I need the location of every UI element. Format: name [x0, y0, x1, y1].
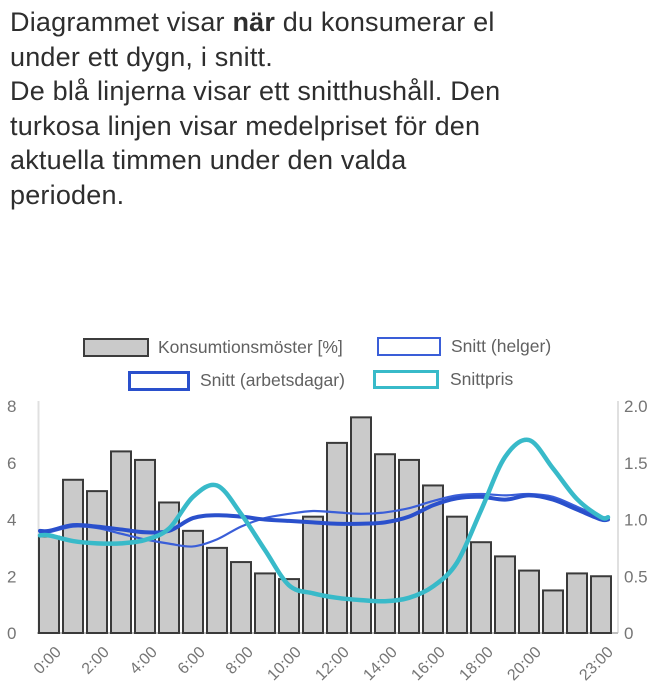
weekday-average-line [38, 493, 610, 535]
consumption-bar-12[interactable] [326, 441, 348, 635]
intro-line-4: turkosa linjen visar medelpriset för den [10, 110, 481, 141]
consumption-bar-4[interactable] [134, 458, 156, 634]
right-axis-tick-1.5: 1.5 [624, 454, 648, 473]
consumption-bar-5[interactable] [158, 501, 180, 634]
x-axis-tick-4:00: 4:00 [127, 644, 161, 678]
consumption-bar-9[interactable] [254, 572, 276, 635]
legend-label-weekend[interactable]: Snitt (helger) [451, 336, 552, 356]
x-axis-tick-12:00: 12:00 [312, 644, 352, 684]
right-axis-tick-0: 0 [624, 624, 633, 643]
consumption-bar-6[interactable] [182, 529, 204, 635]
legend-swatch-weekend[interactable] [377, 337, 441, 356]
legend-swatch-consumption[interactable] [83, 338, 149, 357]
consumption-bar-10[interactable] [278, 578, 300, 634]
chart-canvas: 8 6 4 2 0 2.0 1.5 1.0 0.5 0 0:00 2:00 4:00 6:00 8:00 10… [7, 397, 648, 684]
x-axis-tick-16:00: 16:00 [408, 644, 448, 684]
consumption-bar-20[interactable] [518, 569, 540, 634]
x-axis-tick-0:00: 0:00 [31, 644, 65, 678]
left-axis-tick-0: 0 [7, 624, 16, 643]
consumption-bar-19[interactable] [494, 555, 516, 634]
legend-label-consumption[interactable]: Konsumtionsmöster [%] [158, 337, 343, 357]
left-axis-tick-6: 6 [7, 454, 16, 473]
intro-line-1-bold: när [232, 7, 276, 37]
intro-line-5: aktuella timmen under den valda [10, 145, 407, 175]
consumption-bar-14[interactable] [374, 453, 396, 634]
consumption-price-chart[interactable]: 8 6 4 2 0 2.0 1.5 1.0 0.5 0 0:00 2:00 4:00 6:00 8:00 10… [0, 395, 660, 700]
intro-text: Diagrammet visar när du konsumerar el un… [10, 5, 650, 212]
x-axis-tick-8:00: 8:00 [223, 644, 257, 678]
consumption-bar-2[interactable] [86, 490, 108, 634]
consumption-bar-1[interactable] [62, 478, 84, 635]
consumption-bar-8[interactable] [230, 561, 252, 634]
legend-swatch-weekday[interactable] [128, 371, 190, 391]
consumption-bar-11[interactable] [302, 515, 324, 634]
average-price-line [37, 437, 611, 604]
consumption-bar-21[interactable] [542, 589, 564, 634]
x-axis-tick-20:00: 20:00 [504, 644, 544, 684]
right-axis-tick-1.0: 1.0 [624, 511, 648, 530]
intro-line-2: under ett dygn, i snitt. [10, 41, 273, 72]
left-axis-tick-4: 4 [7, 511, 16, 530]
right-axis-tick-0.5: 0.5 [624, 567, 648, 586]
x-axis-tick-6:00: 6:00 [175, 644, 209, 678]
left-axis-tick-2: 2 [7, 567, 16, 586]
intro-line-1: Diagrammet visar när du konsumerar el [10, 5, 650, 40]
intro-line-6: perioden. [10, 179, 125, 210]
consumption-bar-23[interactable] [590, 575, 612, 634]
consumption-bar-7[interactable] [206, 546, 228, 634]
legend-swatch-price[interactable] [373, 370, 439, 389]
x-axis-tick-23:00: 23:00 [576, 644, 616, 684]
consumption-bar-0[interactable] [38, 535, 60, 634]
intro-line-1-pre: Diagrammet visar [10, 7, 233, 37]
consumption-bar-16[interactable] [422, 484, 444, 634]
x-axis-tick-2:00: 2:00 [79, 644, 113, 678]
x-axis-tick-10:00: 10:00 [264, 644, 304, 684]
legend-label-weekday[interactable]: Snitt (arbetsdagar) [200, 370, 345, 390]
left-axis-tick-8: 8 [7, 397, 16, 416]
x-axis-tick-14:00: 14:00 [360, 644, 400, 684]
intro-line-3: De blå linjerna visar ett snitthushåll. … [10, 76, 501, 106]
intro-line-1-post: du konsumerar el [275, 7, 495, 37]
consumption-bar-15[interactable] [398, 458, 420, 634]
legend-label-price[interactable]: Snittpris [450, 369, 514, 389]
right-axis-tick-2.0: 2.0 [624, 397, 648, 416]
x-axis-tick-18:00: 18:00 [456, 644, 496, 684]
consumption-bar-22[interactable] [566, 572, 588, 635]
consumption-bar-18[interactable] [470, 541, 492, 634]
